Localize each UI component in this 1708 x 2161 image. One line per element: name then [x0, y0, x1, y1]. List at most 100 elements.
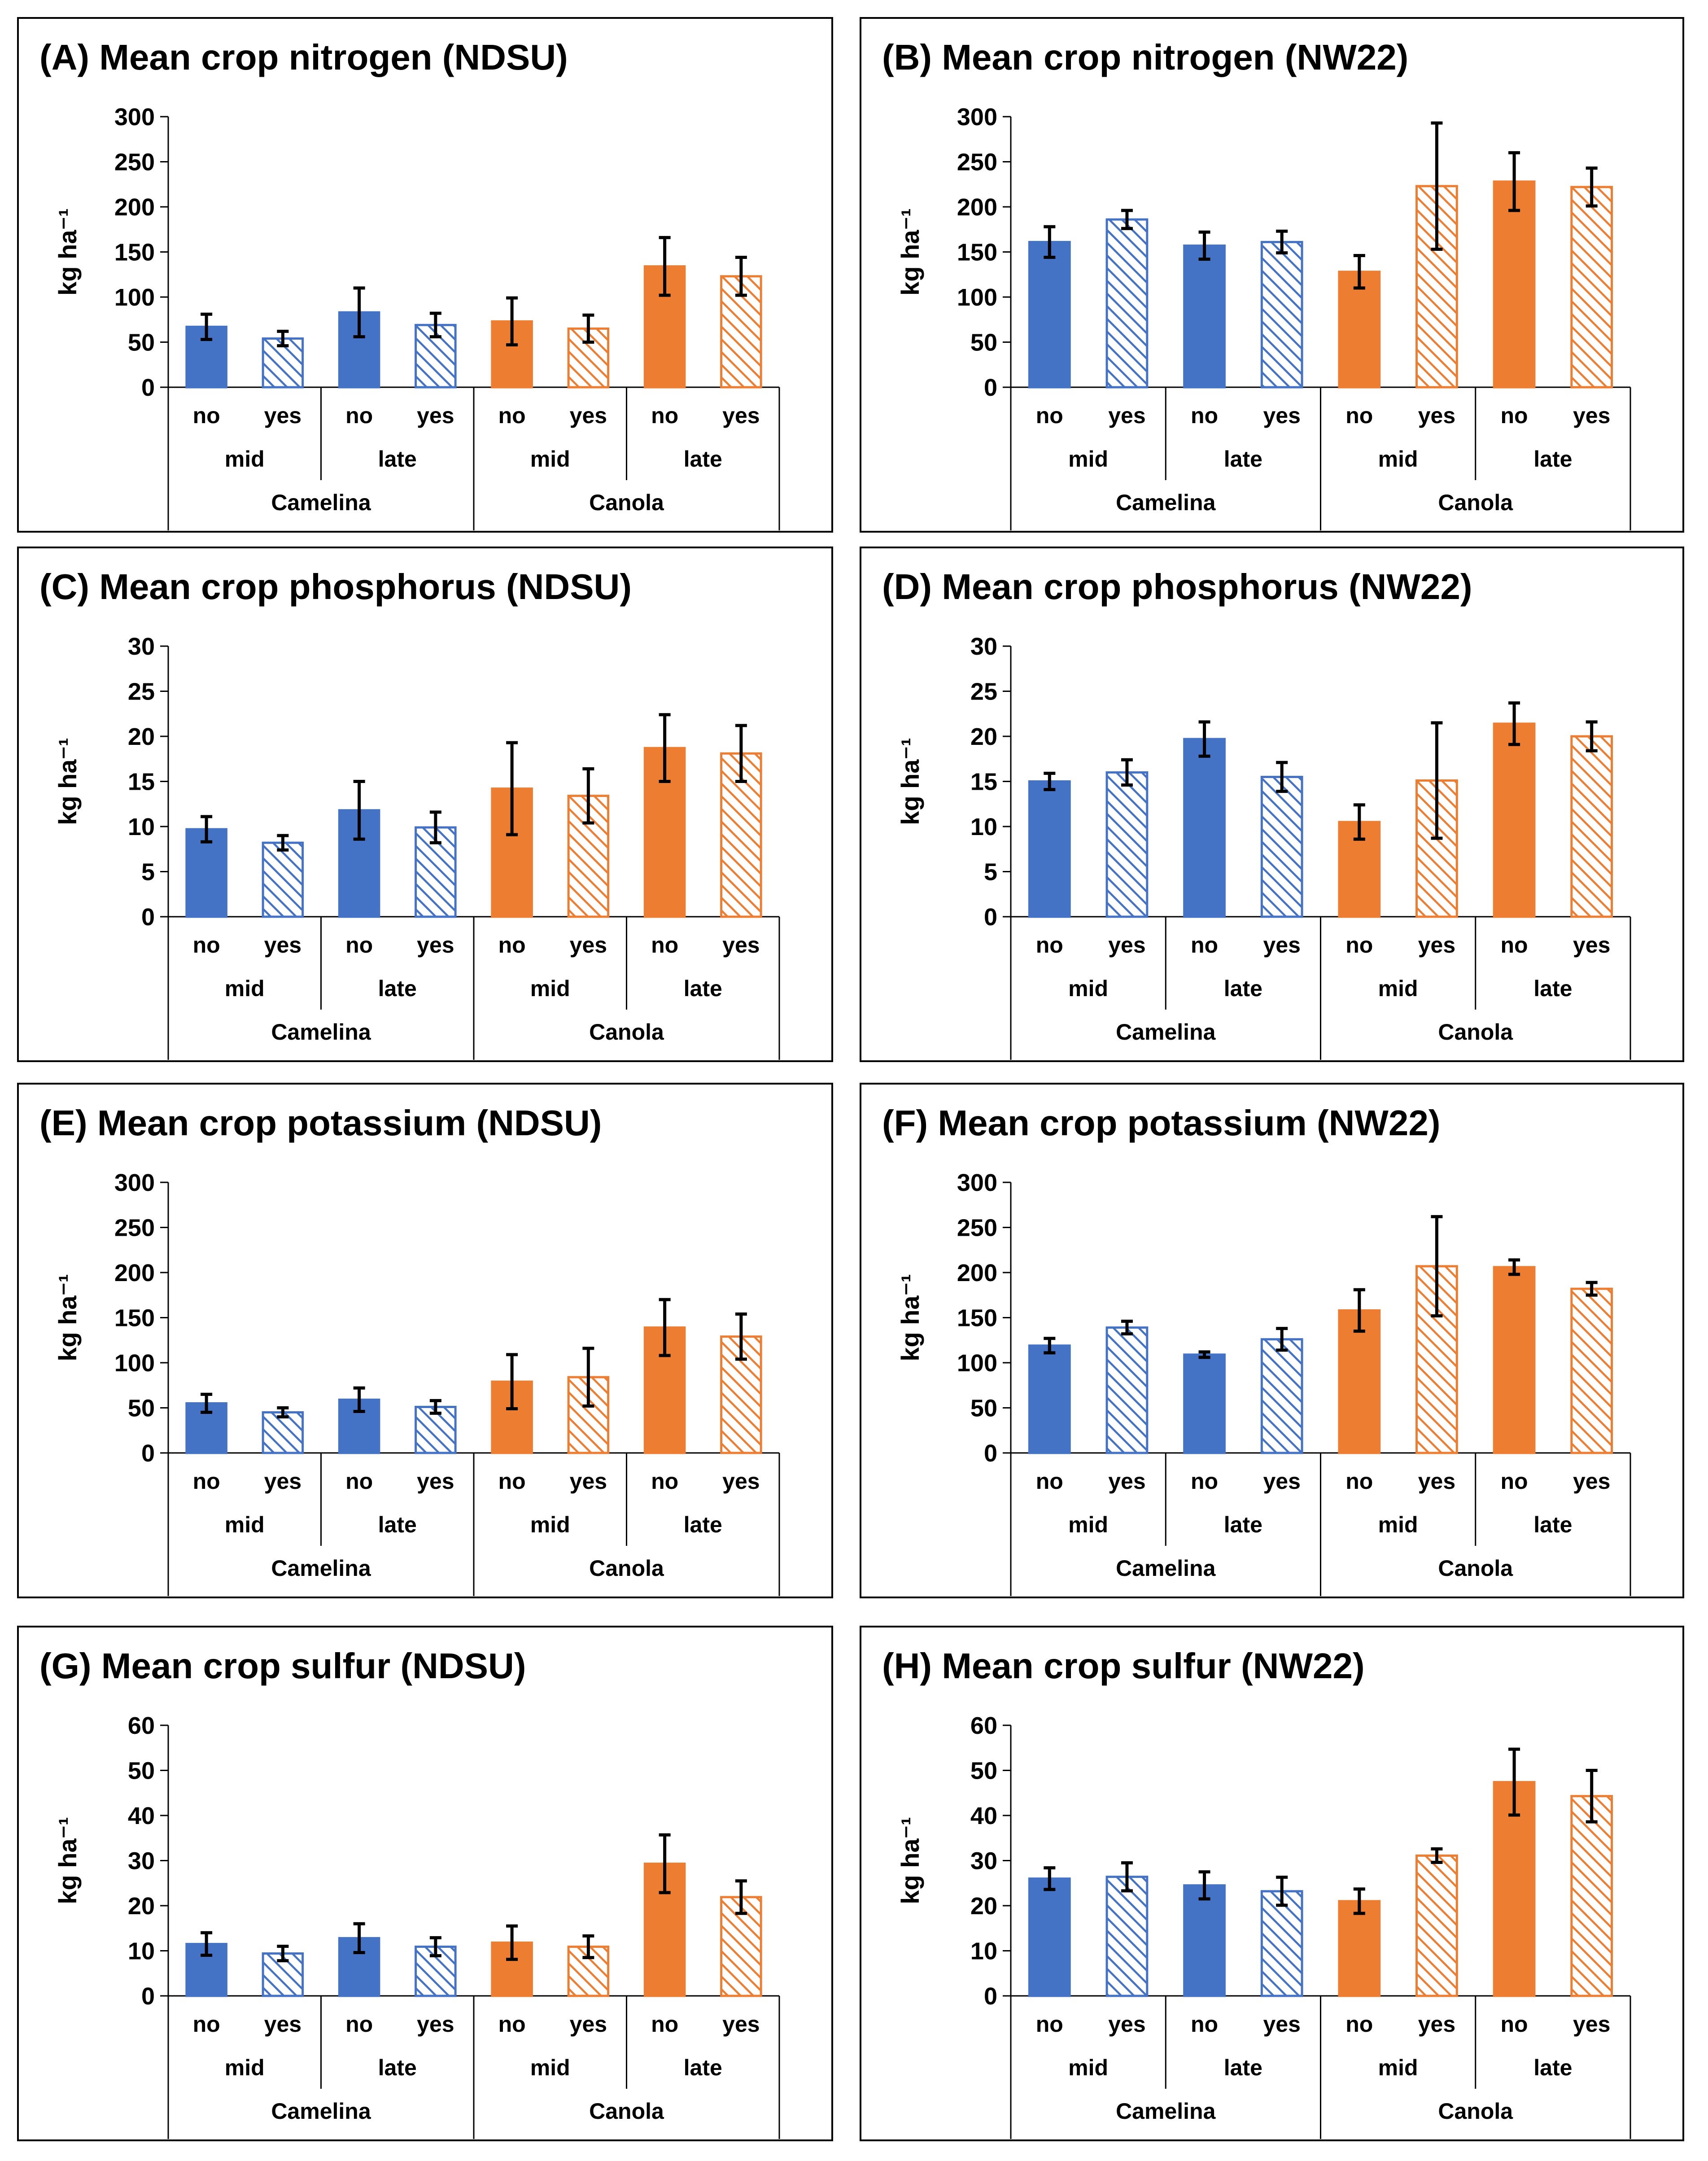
x-category-label: no	[1191, 932, 1218, 958]
x-timing-label: mid	[530, 1512, 570, 1537]
y-tick-label: 300	[957, 104, 997, 131]
chart-panel-f: (F) Mean crop potassium (NW22) kg ha⁻¹ 300…	[860, 1083, 1684, 1598]
chart-title: (D) Mean crop phosphorus (NW22)	[882, 567, 1472, 607]
bar	[1105, 218, 1149, 389]
x-timing-label: late	[684, 976, 722, 1001]
x-crop-label: Camelina	[1116, 490, 1216, 515]
y-tick-label: 150	[114, 239, 155, 266]
y-tick-label: 10	[970, 1938, 997, 1965]
y-tick-label: 20	[128, 723, 155, 750]
chart-panel-d: (D) Mean crop phosphorus (NW22) kg ha⁻¹ 30…	[860, 547, 1684, 1062]
x-timing-label: mid	[225, 446, 265, 472]
y-tick-label: 15	[970, 769, 997, 796]
chart-panel-h: (H) Mean crop sulfur (NW22) kg ha⁻¹ 60 50 40…	[860, 1626, 1684, 2141]
x-timing-label: mid	[225, 2055, 265, 2080]
x-category-label: no	[193, 403, 220, 428]
x-timing-label: mid	[530, 2055, 570, 2080]
x-category-label: yes	[417, 403, 454, 428]
x-timing-label: late	[1533, 1512, 1572, 1537]
x-crop-label: Canola	[1438, 490, 1513, 515]
x-category-label: no	[498, 403, 526, 428]
bar	[1570, 1287, 1613, 1454]
bar	[1183, 738, 1226, 918]
x-category-label: no	[1501, 2012, 1528, 2037]
y-tick-label: 100	[114, 284, 155, 311]
panel-frame	[17, 1626, 833, 2141]
y-tick-label: 150	[957, 1305, 997, 1332]
x-category-label: no	[1036, 403, 1063, 428]
x-timing-label: late	[1224, 446, 1262, 472]
bar	[1028, 1344, 1071, 1454]
x-timing-label: mid	[1068, 976, 1108, 1001]
x-category-label: no	[1501, 403, 1528, 428]
x-category-label: yes	[570, 2012, 607, 2037]
x-crop-label: Camelina	[1116, 1556, 1216, 1581]
x-category-label: yes	[417, 932, 454, 958]
x-category-label: no	[193, 2012, 220, 2037]
x-timing-label: mid	[1378, 976, 1418, 1001]
x-category-label: yes	[1573, 403, 1610, 428]
y-tick-label: 10	[970, 814, 997, 840]
chart-title: (A) Mean crop nitrogen (NDSU)	[39, 37, 568, 77]
y-tick-label: 200	[957, 194, 997, 221]
x-category-label: no	[651, 1469, 678, 1494]
y-tick-label: 20	[970, 1893, 997, 1920]
y-tick-label: 300	[957, 1169, 997, 1196]
y-tick-label: 0	[984, 374, 997, 401]
bar	[1260, 775, 1303, 918]
x-category-label: yes	[264, 1469, 301, 1494]
y-tick-label: 30	[970, 633, 997, 660]
x-timing-label: late	[378, 446, 417, 472]
y-tick-label: 40	[970, 1802, 997, 1829]
x-category-label: no	[1036, 1469, 1063, 1494]
x-timing-label: late	[1224, 2055, 1262, 2080]
x-category-label: no	[498, 932, 526, 958]
bar	[1493, 1781, 1536, 1997]
y-tick-label: 150	[114, 1305, 155, 1332]
y-tick-label: 0	[984, 1440, 997, 1467]
panel-frame	[860, 1626, 1684, 2141]
bar	[1570, 186, 1613, 389]
y-tick-label: 250	[957, 1215, 997, 1242]
y-tick-label: 20	[970, 723, 997, 750]
bar	[1183, 1353, 1226, 1454]
x-category-label: yes	[570, 932, 607, 958]
chart-title: (E) Mean crop potassium (NDSU)	[39, 1103, 602, 1143]
x-category-label: no	[1345, 1469, 1373, 1494]
x-category-label: no	[345, 932, 373, 958]
y-tick-label: 100	[114, 1350, 155, 1377]
x-category-label: yes	[417, 1469, 454, 1494]
bar	[1105, 771, 1149, 918]
chart-title: (B) Mean crop nitrogen (NW22)	[882, 37, 1408, 77]
bar	[1260, 241, 1303, 389]
y-tick-label: 0	[984, 904, 997, 931]
x-category-label: no	[1501, 932, 1528, 958]
y-tick-label: 100	[957, 284, 997, 311]
bar	[1260, 1890, 1303, 1997]
y-tick-label: 200	[114, 194, 155, 221]
x-timing-label: mid	[530, 446, 570, 472]
chart-panel-g: (G) Mean crop sulfur (NDSU) kg ha⁻¹ 60 50 40…	[17, 1626, 833, 2141]
chart-title: (G) Mean crop sulfur (NDSU)	[39, 1646, 526, 1686]
y-tick-label: 250	[957, 149, 997, 176]
x-category-label: yes	[1263, 2012, 1300, 2037]
x-category-label: yes	[1418, 932, 1455, 958]
x-category-label: no	[345, 403, 373, 428]
x-timing-label: mid	[225, 976, 265, 1001]
bar	[1338, 1900, 1381, 1997]
x-category-label: yes	[570, 1469, 607, 1494]
bar	[1183, 244, 1226, 389]
y-tick-label: 0	[141, 1983, 155, 2010]
x-timing-label: mid	[1068, 1512, 1108, 1537]
y-tick-label: 300	[114, 1169, 155, 1196]
x-category-label: no	[1036, 932, 1063, 958]
y-tick-label: 60	[128, 1712, 155, 1739]
x-category-label: no	[1345, 403, 1373, 428]
bar	[1028, 241, 1071, 389]
x-timing-label: late	[684, 1512, 722, 1537]
y-axis-label: kg ha⁻¹	[53, 1817, 82, 1904]
x-crop-label: Camelina	[271, 490, 371, 515]
y-tick-label: 50	[970, 1395, 997, 1422]
x-timing-label: mid	[530, 976, 570, 1001]
